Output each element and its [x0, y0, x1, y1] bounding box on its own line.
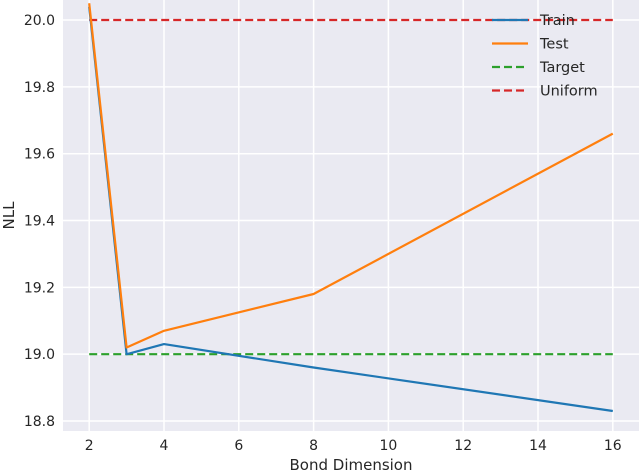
- y-tick-label: 19.4: [24, 214, 55, 230]
- y-tick-label: 19.2: [24, 280, 55, 296]
- legend-label-uniform: Uniform: [540, 84, 598, 100]
- legend-label-test: Test: [539, 37, 569, 53]
- series-line-test: [88, 3, 614, 349]
- x-tick-label: 2: [85, 438, 94, 454]
- y-axis-ticks: 18.8 19.0 19.2 19.4 19.6 19.8 20.0: [24, 13, 55, 430]
- y-axis-label: NLL: [0, 201, 18, 230]
- legend-label-target: Target: [539, 60, 585, 76]
- plot-area: [63, 0, 639, 431]
- x-axis-label: Bond Dimension: [290, 456, 413, 473]
- legend-label-train: Train: [539, 13, 575, 29]
- x-tick-label: 4: [160, 438, 169, 454]
- y-tick-label: 20.0: [24, 13, 55, 29]
- y-tick-label: 19.0: [24, 347, 55, 363]
- x-tick-label: 14: [529, 438, 547, 454]
- x-tick-label: 8: [309, 438, 318, 454]
- x-tick-label: 6: [234, 438, 243, 454]
- y-tick-label: 18.8: [24, 414, 55, 430]
- x-tick-label: 12: [454, 438, 472, 454]
- legend: Train Test Target Uniform: [492, 13, 598, 100]
- y-tick-label: 19.6: [24, 147, 55, 163]
- x-axis-ticks: 2 4 6 8 10 12 14 16: [85, 438, 622, 454]
- grid-lines: [63, 0, 639, 431]
- y-tick-label: 19.8: [24, 80, 55, 96]
- x-tick-label: 10: [379, 438, 397, 454]
- x-tick-label: 16: [604, 438, 622, 454]
